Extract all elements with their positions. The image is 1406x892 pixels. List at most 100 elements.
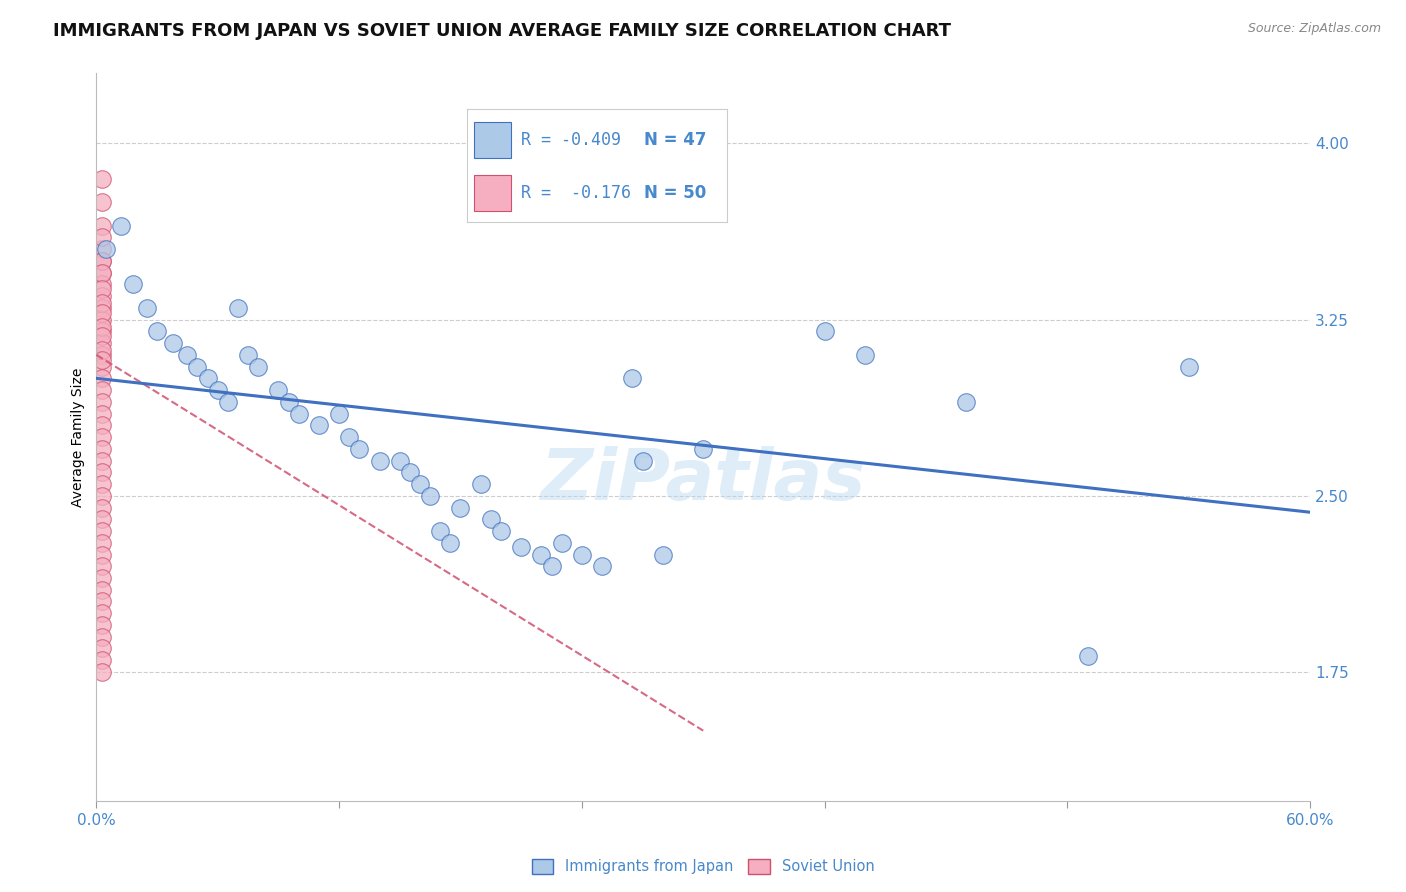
Point bbox=[91, 253, 114, 268]
Point bbox=[621, 371, 644, 385]
Point bbox=[91, 653, 114, 667]
Point bbox=[91, 489, 114, 503]
Point bbox=[91, 559, 114, 574]
Point bbox=[226, 301, 249, 315]
Point bbox=[146, 324, 169, 338]
Point bbox=[368, 453, 391, 467]
Point bbox=[287, 407, 309, 421]
Point bbox=[91, 442, 114, 456]
Text: IMMIGRANTS FROM JAPAN VS SOVIET UNION AVERAGE FAMILY SIZE CORRELATION CHART: IMMIGRANTS FROM JAPAN VS SOVIET UNION AV… bbox=[53, 22, 952, 40]
Point bbox=[91, 277, 114, 292]
Point bbox=[479, 512, 502, 526]
Point bbox=[419, 489, 441, 503]
Point bbox=[91, 477, 114, 491]
Point bbox=[91, 524, 114, 538]
Point bbox=[91, 535, 114, 549]
Point bbox=[197, 371, 219, 385]
Point bbox=[91, 343, 114, 358]
Point bbox=[510, 541, 533, 555]
Point bbox=[349, 442, 371, 456]
Point bbox=[91, 618, 114, 632]
Point bbox=[91, 266, 114, 280]
Point bbox=[388, 453, 411, 467]
Point bbox=[91, 394, 114, 409]
Point bbox=[91, 348, 114, 362]
Point bbox=[110, 219, 132, 233]
Point bbox=[571, 548, 593, 562]
Point bbox=[91, 329, 114, 343]
Point bbox=[328, 407, 350, 421]
Point bbox=[429, 524, 451, 538]
Point bbox=[91, 336, 114, 351]
Point bbox=[91, 582, 114, 597]
Point bbox=[207, 383, 229, 397]
Legend: Immigrants from Japan, Soviet Union: Immigrants from Japan, Soviet Union bbox=[526, 853, 880, 880]
Point bbox=[236, 348, 259, 362]
Point bbox=[409, 477, 432, 491]
Point bbox=[91, 195, 114, 210]
Point bbox=[550, 535, 572, 549]
Point bbox=[277, 394, 299, 409]
Point bbox=[1077, 648, 1099, 663]
Point bbox=[91, 359, 114, 374]
Point bbox=[692, 442, 714, 456]
Point bbox=[247, 359, 270, 374]
Text: ZiPatlas: ZiPatlas bbox=[540, 446, 866, 516]
Point bbox=[631, 453, 654, 467]
Point bbox=[135, 301, 157, 315]
Point bbox=[176, 348, 198, 362]
Point bbox=[91, 266, 114, 280]
Point bbox=[91, 606, 114, 620]
Point bbox=[217, 394, 239, 409]
Point bbox=[450, 500, 472, 515]
Point bbox=[1177, 359, 1199, 374]
Point bbox=[91, 289, 114, 303]
Point bbox=[121, 277, 143, 292]
Text: Source: ZipAtlas.com: Source: ZipAtlas.com bbox=[1247, 22, 1381, 36]
Point bbox=[91, 465, 114, 479]
Point bbox=[540, 559, 562, 574]
Point bbox=[91, 512, 114, 526]
Point bbox=[267, 383, 290, 397]
Point bbox=[91, 548, 114, 562]
Point bbox=[91, 171, 114, 186]
Point bbox=[91, 312, 114, 326]
Y-axis label: Average Family Size: Average Family Size bbox=[72, 368, 86, 507]
Point bbox=[591, 559, 613, 574]
Point bbox=[91, 630, 114, 644]
Point bbox=[337, 430, 360, 444]
Point bbox=[91, 253, 114, 268]
Point bbox=[489, 524, 512, 538]
Point bbox=[91, 371, 114, 385]
Point bbox=[91, 571, 114, 585]
Point bbox=[813, 324, 835, 338]
Point bbox=[91, 301, 114, 315]
Point bbox=[91, 305, 114, 319]
Point bbox=[162, 336, 184, 351]
Point bbox=[91, 219, 114, 233]
Point bbox=[91, 665, 114, 679]
Point bbox=[651, 548, 673, 562]
Point bbox=[91, 383, 114, 397]
Point bbox=[91, 430, 114, 444]
Point bbox=[439, 535, 461, 549]
Point bbox=[91, 242, 114, 256]
Point bbox=[399, 465, 422, 479]
Point bbox=[91, 407, 114, 421]
Point bbox=[186, 359, 208, 374]
Point bbox=[91, 319, 114, 334]
Point bbox=[91, 594, 114, 608]
Point bbox=[91, 352, 114, 367]
Point bbox=[853, 348, 876, 362]
Point bbox=[470, 477, 492, 491]
Point bbox=[91, 453, 114, 467]
Point bbox=[91, 641, 114, 656]
Point bbox=[91, 296, 114, 310]
Point bbox=[91, 282, 114, 296]
Point bbox=[96, 242, 118, 256]
Point bbox=[308, 418, 330, 433]
Point bbox=[91, 500, 114, 515]
Point bbox=[91, 324, 114, 338]
Point bbox=[955, 394, 977, 409]
Point bbox=[91, 418, 114, 433]
